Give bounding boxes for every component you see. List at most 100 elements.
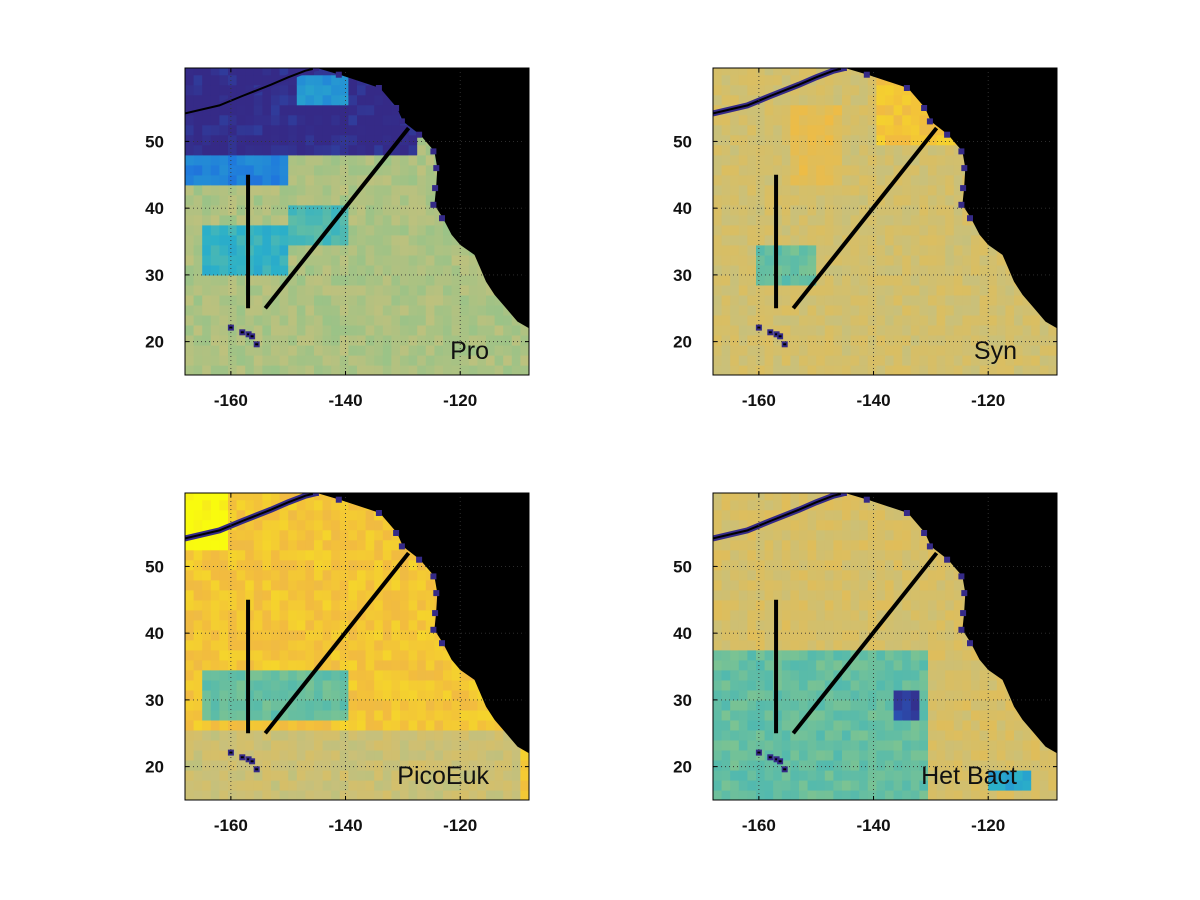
heatmap-cell [730,365,740,375]
heatmap-cell [781,719,791,731]
heatmap-cell [460,314,470,326]
heatmap-cell [764,770,774,781]
heatmap-cell [339,254,349,266]
heatmap-cell [185,679,195,691]
heatmap-cell [288,669,298,681]
heatmap-cell [876,314,886,326]
heatmap-cell [400,345,410,356]
heatmap-cell [713,84,723,96]
heatmap-cell [1005,345,1015,356]
heatmap-cell [348,770,358,781]
heatmap-cell [314,529,324,541]
heatmap-cell [391,770,401,781]
heatmap-cell [417,599,427,611]
heatmap-cell [228,539,238,551]
heatmap-cell [202,264,212,276]
heatmap-cell [747,194,757,206]
heatmap-cell [876,274,886,286]
heatmap-cell [988,355,998,366]
heatmap-cell [279,669,289,681]
heatmap-cell [202,619,212,631]
heatmap-cell [228,68,238,76]
heatmap-cell [331,749,341,761]
heatmap-cell [279,68,289,76]
heatmap-cell [799,68,809,76]
heatmap-cell [859,669,869,681]
heatmap-cell [910,355,920,366]
heatmap-cell [365,719,375,731]
heatmap-cell [288,493,298,501]
heatmap-cell [391,144,401,156]
heatmap-cell [314,589,324,601]
heatmap-cell [314,355,324,366]
heatmap-cell [962,669,972,681]
heatmap-cell [288,790,298,800]
heatmap-cell [850,549,860,561]
heatmap-cell [773,760,783,771]
heatmap-cell [193,224,203,236]
heatmap-cell [219,649,229,661]
heatmap-cell [314,780,324,791]
heatmap-cell [434,234,444,246]
heatmap-cell [374,679,384,691]
heatmap-cell [236,679,246,691]
heatmap-cell [210,579,220,591]
heatmap-cell [764,355,774,366]
heatmap-cell [833,499,843,511]
heatmap-cell [902,234,912,246]
heatmap-cell [902,679,912,691]
heatmap-cell [781,68,791,76]
heatmap-cell [799,619,809,631]
heatmap-cell [193,539,203,551]
heatmap-cell [910,224,920,236]
heatmap-cell [253,559,263,571]
heatmap-cell [850,749,860,761]
heatmap-cell [477,780,487,791]
heatmap-cell [781,134,791,146]
heatmap-cell [245,124,255,136]
heatmap-cell [876,549,886,561]
heatmap-cell [245,790,255,800]
heatmap-cell [193,194,203,206]
heatmap-cell [893,174,903,186]
heatmap-cell [314,569,324,581]
heatmap-cell [738,234,748,246]
heatmap-cell [850,529,860,541]
heatmap-cell [314,68,324,76]
coast-pixel [958,148,965,155]
heatmap-cell [936,294,946,306]
heatmap-cell [738,134,748,146]
heatmap-cell [816,294,826,306]
heatmap-cell [322,780,332,791]
heatmap-cell [979,749,989,761]
heatmap-cell [730,94,740,106]
heatmap-cell [253,770,263,781]
heatmap-cell [867,104,877,116]
heatmap-cell [713,234,723,246]
heatmap-cell [859,770,869,781]
heatmap-cell [721,579,731,591]
heatmap-cell [902,599,912,611]
heatmap-cell [460,709,470,721]
heatmap-cell [910,669,920,681]
heatmap-cell [764,184,774,196]
heatmap-cell [228,204,238,216]
heatmap-cell [971,760,981,771]
heatmap-cell [790,124,800,136]
heatmap-cell [279,104,289,116]
heatmap-cell [210,104,220,116]
heatmap-cell [730,164,740,176]
heatmap-cell [322,164,332,176]
heatmap-cell [271,104,281,116]
heatmap-cell [885,204,895,216]
heatmap-cell [842,134,852,146]
heatmap-cell [945,659,955,671]
heatmap-cell [799,679,809,691]
heatmap-cell [331,559,341,571]
heatmap-cell [764,499,774,511]
heatmap-cell [219,335,229,346]
heatmap-cell [339,74,349,86]
heatmap-cell [910,699,920,711]
heatmap-cell [236,144,246,156]
heatmap-cell [885,790,895,800]
